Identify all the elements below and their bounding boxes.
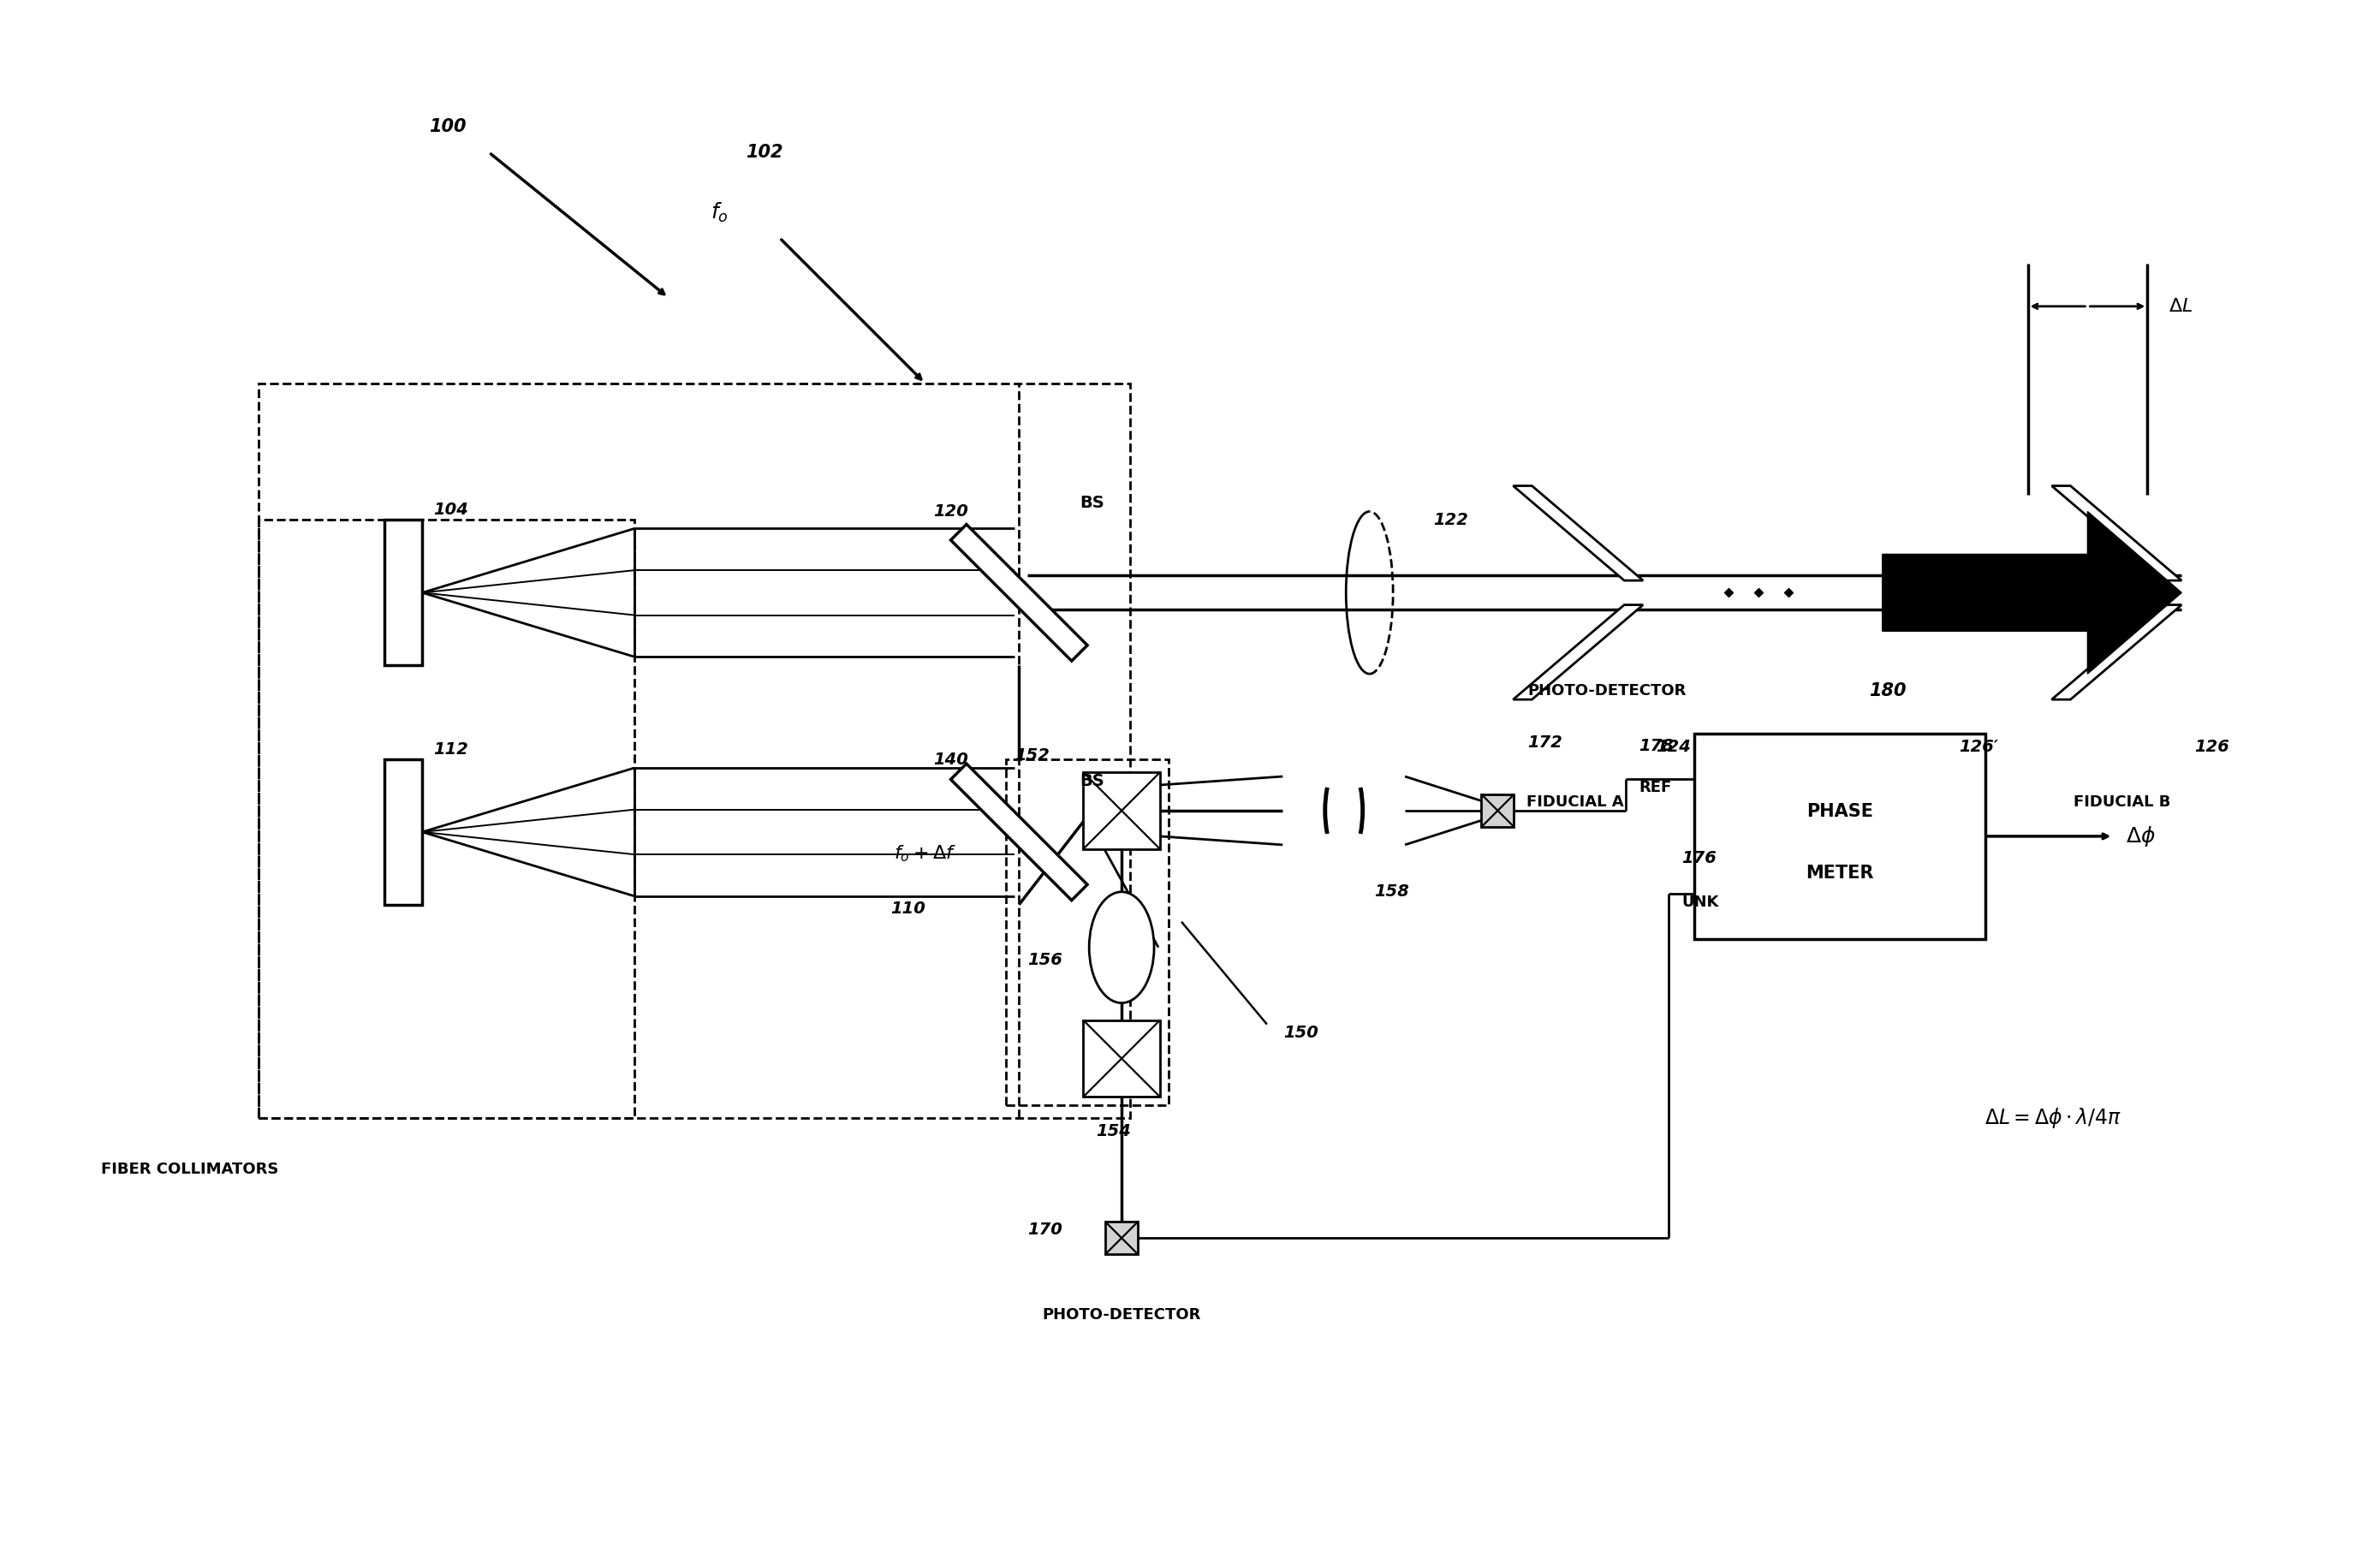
- Text: $f_o + \Delta f$: $f_o + \Delta f$: [895, 843, 957, 863]
- Text: PHASE: PHASE: [1806, 802, 1873, 820]
- Text: $f_o$: $f_o$: [712, 200, 728, 224]
- Bar: [1083, 1020, 1159, 1096]
- Text: 152: 152: [1014, 748, 1050, 763]
- Text: METER: METER: [1806, 865, 1873, 882]
- Bar: [1480, 795, 1514, 827]
- Ellipse shape: [1090, 891, 1154, 1003]
- Text: BS: BS: [1081, 494, 1104, 511]
- Text: PHOTO-DETECTOR: PHOTO-DETECTOR: [1042, 1308, 1202, 1323]
- Bar: [1083, 773, 1159, 849]
- FancyBboxPatch shape: [386, 760, 421, 904]
- Text: UNK: UNK: [1683, 895, 1718, 910]
- Text: 172: 172: [1528, 734, 1564, 751]
- Text: 178: 178: [1640, 738, 1673, 754]
- Polygon shape: [2052, 605, 2182, 699]
- Text: 170: 170: [1028, 1221, 1061, 1237]
- Text: FIDUCIAL A: FIDUCIAL A: [1526, 795, 1623, 810]
- Text: $\Delta\phi$: $\Delta\phi$: [2125, 824, 2156, 848]
- Polygon shape: [2052, 486, 2182, 580]
- Text: 180: 180: [1868, 682, 1906, 699]
- Text: 140: 140: [933, 751, 969, 768]
- Text: 126′: 126′: [1959, 738, 1999, 755]
- Text: 102: 102: [745, 144, 783, 161]
- Polygon shape: [1514, 605, 1642, 699]
- Text: 150: 150: [1283, 1024, 1319, 1042]
- Text: 100: 100: [428, 119, 466, 136]
- Text: 154: 154: [1095, 1123, 1130, 1139]
- Text: 156: 156: [1028, 952, 1061, 968]
- Text: $\Delta L$: $\Delta L$: [2168, 297, 2192, 314]
- Polygon shape: [1883, 511, 2182, 674]
- FancyBboxPatch shape: [1695, 734, 1985, 938]
- Text: PHOTO-DETECTOR: PHOTO-DETECTOR: [1528, 683, 1687, 699]
- Polygon shape: [1514, 486, 1642, 580]
- Text: 158: 158: [1373, 884, 1409, 899]
- Text: FIBER COLLIMATORS: FIBER COLLIMATORS: [100, 1162, 278, 1178]
- Text: 120: 120: [933, 504, 969, 519]
- Text: 112: 112: [433, 741, 469, 757]
- Text: 122: 122: [1433, 511, 1468, 529]
- FancyBboxPatch shape: [386, 519, 421, 665]
- Text: $\Delta L = \Delta\phi \cdot \lambda/4\pi$: $\Delta L = \Delta\phi \cdot \lambda/4\p…: [1985, 1106, 2123, 1131]
- Text: FIDUCIAL B: FIDUCIAL B: [2073, 795, 2171, 810]
- Text: 110: 110: [890, 901, 926, 917]
- Text: 104: 104: [433, 502, 469, 518]
- Polygon shape: [950, 524, 1088, 662]
- FancyBboxPatch shape: [259, 519, 635, 1118]
- Text: 126: 126: [2194, 738, 2230, 755]
- Text: BS: BS: [1081, 773, 1104, 788]
- Text: 124: 124: [1656, 738, 1690, 755]
- Text: REF: REF: [1640, 780, 1671, 795]
- Bar: [1104, 1221, 1138, 1254]
- Text: 176: 176: [1683, 849, 1716, 866]
- Polygon shape: [950, 763, 1088, 901]
